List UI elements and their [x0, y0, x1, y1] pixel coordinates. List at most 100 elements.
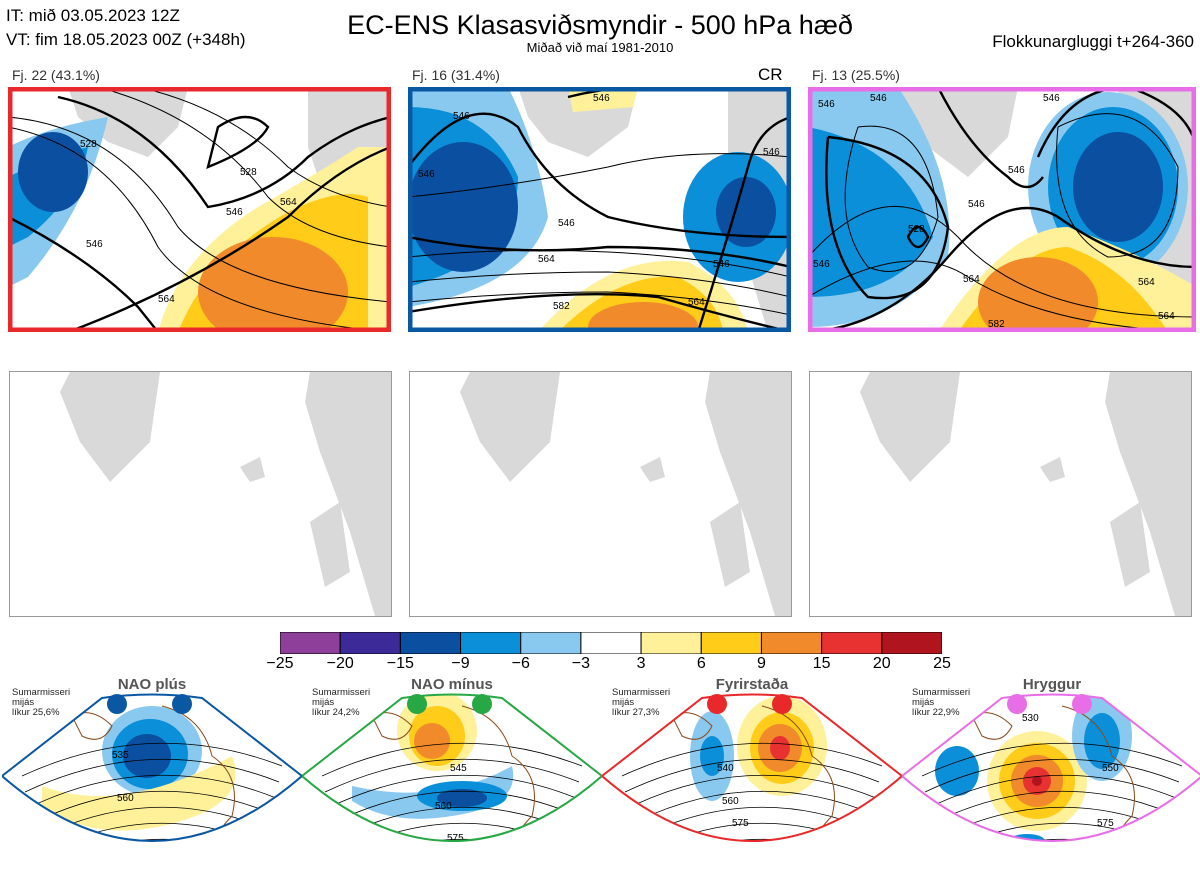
classification-window: Flokkunargluggi t+264-360 — [992, 32, 1194, 51]
colorbar-tick-label: 25 — [933, 655, 951, 672]
regime-likelihood: líkur 25,6% — [12, 707, 60, 718]
cluster-1-map: 528 546 564 528 546 564 — [8, 87, 391, 332]
regime-contour-label: 575 — [447, 833, 464, 844]
colorbar-swatches — [279, 631, 943, 655]
regime-contour-label: 550 — [1102, 763, 1119, 774]
colorbar-tick-label: −15 — [386, 655, 414, 672]
regime-panel: 535 560 — [0, 676, 304, 871]
contour-label: 546 — [86, 239, 103, 250]
valid-time: VT: fim 18.05.2023 00Z (+348h) — [6, 30, 246, 49]
contour-label: 546 — [453, 111, 470, 122]
contour-label: 546 — [1043, 93, 1060, 104]
cluster-3-label: Fj. 13 (25.5%) — [812, 67, 900, 83]
colorbar-tick-label: −9 — [451, 655, 470, 672]
regime-frame — [300, 693, 604, 842]
regime-contour-label: 560 — [722, 796, 739, 807]
regime-mean: mijás — [12, 697, 35, 708]
regime-mean: mijás — [912, 697, 935, 708]
regime-map: 545 560 575 — [300, 693, 604, 844]
regime-frame — [900, 693, 1200, 842]
colorbar-tick-label: 3 — [636, 655, 646, 672]
colorbar-swatch — [520, 631, 582, 655]
colorbar-swatch — [821, 631, 883, 655]
cluster-3-contour-labels: 546 528 546 546 546 546 564 564 546 582 … — [813, 93, 1175, 330]
regime-contour-label: 560 — [117, 793, 134, 804]
regime-info: Sumarmisseri mijás líkur 22,9% — [912, 688, 970, 718]
empty-map-1 — [9, 371, 392, 617]
colorbar-tick-label: 9 — [757, 655, 766, 672]
regime-map: 535 560 — [0, 693, 304, 842]
regime-title: Fyrirstaða — [715, 676, 789, 693]
regime-info: Sumarmisseri mijás líkur 25,6% — [12, 688, 70, 718]
regime-likelihood: líkur 27,3% — [612, 707, 660, 718]
colorbar-tick-label: 15 — [812, 655, 831, 672]
colorbar-tick-label: −6 — [511, 655, 530, 672]
cluster-2-frame — [408, 87, 791, 332]
colorbar-tick-label: 6 — [696, 655, 706, 672]
contour-label: 528 — [240, 167, 257, 178]
regime-map: 540 560 575 — [600, 693, 904, 842]
regime-frame — [0, 693, 304, 842]
regime-marker — [1072, 694, 1092, 714]
page-subtitle: Miðað við maí 1981-2010 — [526, 40, 674, 55]
cluster-2-map: 546 546 564 582 564 546 546 546 546 — [408, 87, 791, 332]
contour-label: 546 — [593, 93, 610, 104]
regime-mean: mijás — [312, 697, 335, 708]
contour-label: 564 — [1138, 277, 1155, 288]
colorbar-tick-label: −20 — [326, 655, 354, 672]
regime-frame — [600, 693, 904, 842]
page-title: EC-ENS Klasasviðsmyndir - 500 hPa hæð — [347, 10, 853, 40]
regime-map: 530 550 575 — [900, 693, 1200, 842]
contour-label: 582 — [553, 301, 570, 312]
regime-title: NAO plús — [117, 676, 187, 693]
regime-season: Sumarmisseri — [912, 687, 971, 698]
regime-mean: mijás — [612, 697, 635, 708]
greenland-land — [68, 87, 188, 157]
regime-info: Sumarmisseri mijás líkur 24,2% — [312, 688, 370, 718]
empty-map-2 — [409, 371, 792, 617]
regime-marker — [172, 694, 192, 714]
contour-label: 546 — [870, 93, 887, 104]
regime-marker — [772, 694, 792, 714]
cluster-3-map: 546 528 546 546 546 546 564 564 546 582 … — [808, 87, 1196, 332]
cluster-2-cr-tag: CR — [758, 65, 783, 84]
colorbar-swatch — [399, 631, 462, 655]
regime-marker — [407, 694, 427, 714]
contour-label: 546 — [558, 218, 575, 229]
cluster-1-label: Fj. 22 (43.1%) — [12, 67, 100, 83]
contour-label: 546 — [813, 259, 830, 270]
cluster-3-frame — [808, 87, 1196, 332]
regime-contour-label: 540 — [717, 763, 734, 774]
contour-label: 582 — [988, 319, 1005, 330]
colorbar-tick-label: −25 — [266, 655, 294, 672]
colorbar-swatch — [640, 631, 702, 655]
contour-label: 546 — [226, 207, 243, 218]
colorbar-swatch — [700, 631, 762, 655]
regime-contour-label: 535 — [112, 750, 129, 761]
cluster-1-contour-labels: 528 546 564 528 546 564 — [80, 139, 297, 305]
colorbar-tick-label: −3 — [571, 655, 591, 672]
contour-label: 564 — [1158, 311, 1175, 322]
contour-label: 546 — [713, 259, 730, 270]
cluster-1-frame — [8, 87, 391, 332]
contour-label: 564 — [158, 294, 175, 305]
regime-contour-label: 575 — [732, 818, 749, 829]
regime-contour-label: 530 — [1022, 713, 1039, 724]
regime-likelihood: líkur 22,9% — [912, 707, 960, 718]
initial-time: IT: mið 03.05.2023 12Z — [6, 6, 180, 25]
contour-label: 564 — [280, 197, 297, 208]
colorbar-swatch — [460, 631, 522, 655]
colorbar — [279, 631, 943, 655]
regime-season: Sumarmisseri — [312, 687, 371, 698]
regime-contour-label: 545 — [450, 763, 467, 774]
regime-info: Sumarmisseri mijás líkur 27,3% — [612, 688, 670, 718]
cluster-2-contour-labels: 546 546 564 582 564 546 546 546 546 — [418, 93, 780, 312]
colorbar-swatch — [760, 631, 823, 655]
contour-label: 528 — [80, 139, 97, 150]
contour-label: 564 — [688, 297, 705, 308]
contour-label: 528 — [908, 224, 925, 235]
colorbar-tick-label: 20 — [872, 655, 891, 672]
contour-label: 546 — [1008, 165, 1025, 176]
regime-marker — [707, 694, 727, 714]
regime-title: Hryggur — [1022, 676, 1082, 693]
